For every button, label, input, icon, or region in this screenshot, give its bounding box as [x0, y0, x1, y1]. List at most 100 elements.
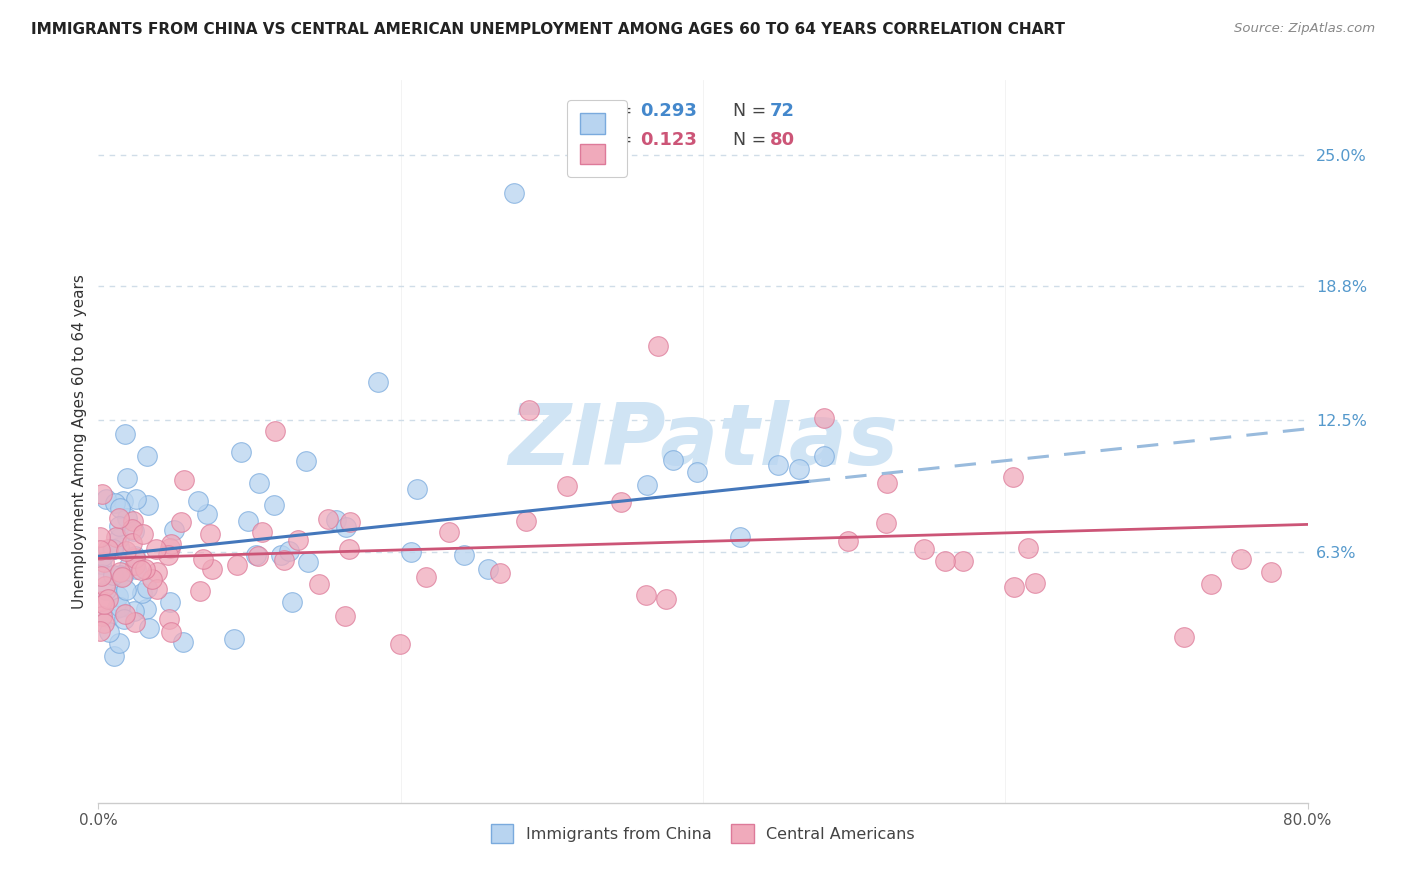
Point	[115, 582, 138, 597]
Point	[160, 537, 183, 551]
Point	[339, 515, 361, 529]
Point	[231, 444, 253, 458]
Point	[124, 549, 146, 563]
Point	[94, 491, 117, 506]
Point	[104, 496, 127, 510]
Point	[837, 534, 859, 549]
Point	[157, 548, 180, 562]
Point	[503, 186, 526, 200]
Point	[93, 579, 115, 593]
Point	[115, 471, 138, 485]
Point	[105, 600, 128, 615]
Point	[188, 584, 211, 599]
Point	[437, 525, 460, 540]
Text: N =: N =	[734, 103, 766, 120]
Point	[111, 570, 134, 584]
Point	[273, 552, 295, 566]
Point	[107, 511, 129, 525]
Point	[333, 609, 356, 624]
Point	[124, 524, 146, 539]
Point	[90, 557, 112, 571]
Point	[270, 548, 292, 562]
Point	[100, 541, 122, 556]
Point	[399, 545, 422, 559]
Point	[766, 458, 789, 472]
Point	[159, 625, 181, 640]
Point	[134, 562, 156, 576]
Point	[101, 542, 124, 557]
Point	[1001, 470, 1024, 484]
Point	[287, 533, 309, 548]
Point	[108, 519, 131, 533]
Point	[325, 513, 347, 527]
Point	[201, 562, 224, 576]
Point	[294, 454, 316, 468]
Point	[453, 548, 475, 562]
Point	[114, 427, 136, 442]
Point	[112, 612, 135, 626]
Point	[934, 554, 956, 568]
Point	[136, 581, 159, 595]
Point	[108, 532, 131, 546]
Point	[97, 592, 120, 607]
Text: 72: 72	[769, 103, 794, 120]
Point	[198, 527, 221, 541]
Point	[339, 541, 361, 556]
Point	[278, 544, 301, 558]
Point	[634, 588, 657, 602]
Point	[1002, 580, 1025, 594]
Point	[121, 523, 143, 537]
Point	[107, 589, 129, 603]
Point	[89, 624, 111, 638]
Point	[115, 510, 138, 524]
Point	[1260, 565, 1282, 579]
Point	[89, 530, 111, 544]
Point	[122, 604, 145, 618]
Text: R =: R =	[600, 130, 633, 149]
Point	[225, 558, 247, 572]
Point	[93, 555, 115, 569]
Point	[125, 492, 148, 507]
Point	[103, 648, 125, 663]
Point	[141, 572, 163, 586]
Point	[136, 498, 159, 512]
Text: 0.123: 0.123	[640, 130, 697, 149]
Point	[367, 375, 389, 389]
Point	[91, 549, 114, 564]
Point	[316, 512, 339, 526]
Point	[912, 541, 935, 556]
Point	[297, 555, 319, 569]
Text: IMMIGRANTS FROM CHINA VS CENTRAL AMERICAN UNEMPLOYMENT AMONG AGES 60 TO 64 YEARS: IMMIGRANTS FROM CHINA VS CENTRAL AMERICA…	[31, 22, 1064, 37]
Point	[647, 339, 669, 353]
Point	[875, 516, 897, 530]
Point	[101, 567, 124, 582]
Point	[131, 585, 153, 599]
Point	[813, 450, 835, 464]
Point	[107, 636, 129, 650]
Point	[517, 402, 540, 417]
Point	[124, 615, 146, 629]
Point	[263, 498, 285, 512]
Point	[245, 548, 267, 562]
Point	[124, 558, 146, 573]
Point	[1024, 576, 1046, 591]
Point	[515, 514, 537, 528]
Point	[124, 551, 146, 566]
Point	[146, 582, 169, 596]
Point	[488, 566, 510, 581]
Point	[222, 632, 245, 646]
Point	[125, 562, 148, 576]
Point	[236, 514, 259, 528]
Text: ZIPatlas: ZIPatlas	[508, 400, 898, 483]
Point	[247, 549, 270, 563]
Point	[135, 449, 157, 463]
Point	[93, 597, 115, 611]
Point	[686, 465, 709, 479]
Point	[118, 559, 141, 574]
Point	[728, 530, 751, 544]
Point	[308, 577, 330, 591]
Point	[191, 552, 214, 566]
Point	[93, 615, 115, 630]
Point	[108, 566, 131, 580]
Y-axis label: Unemployment Among Ages 60 to 64 years: Unemployment Among Ages 60 to 64 years	[72, 274, 87, 609]
